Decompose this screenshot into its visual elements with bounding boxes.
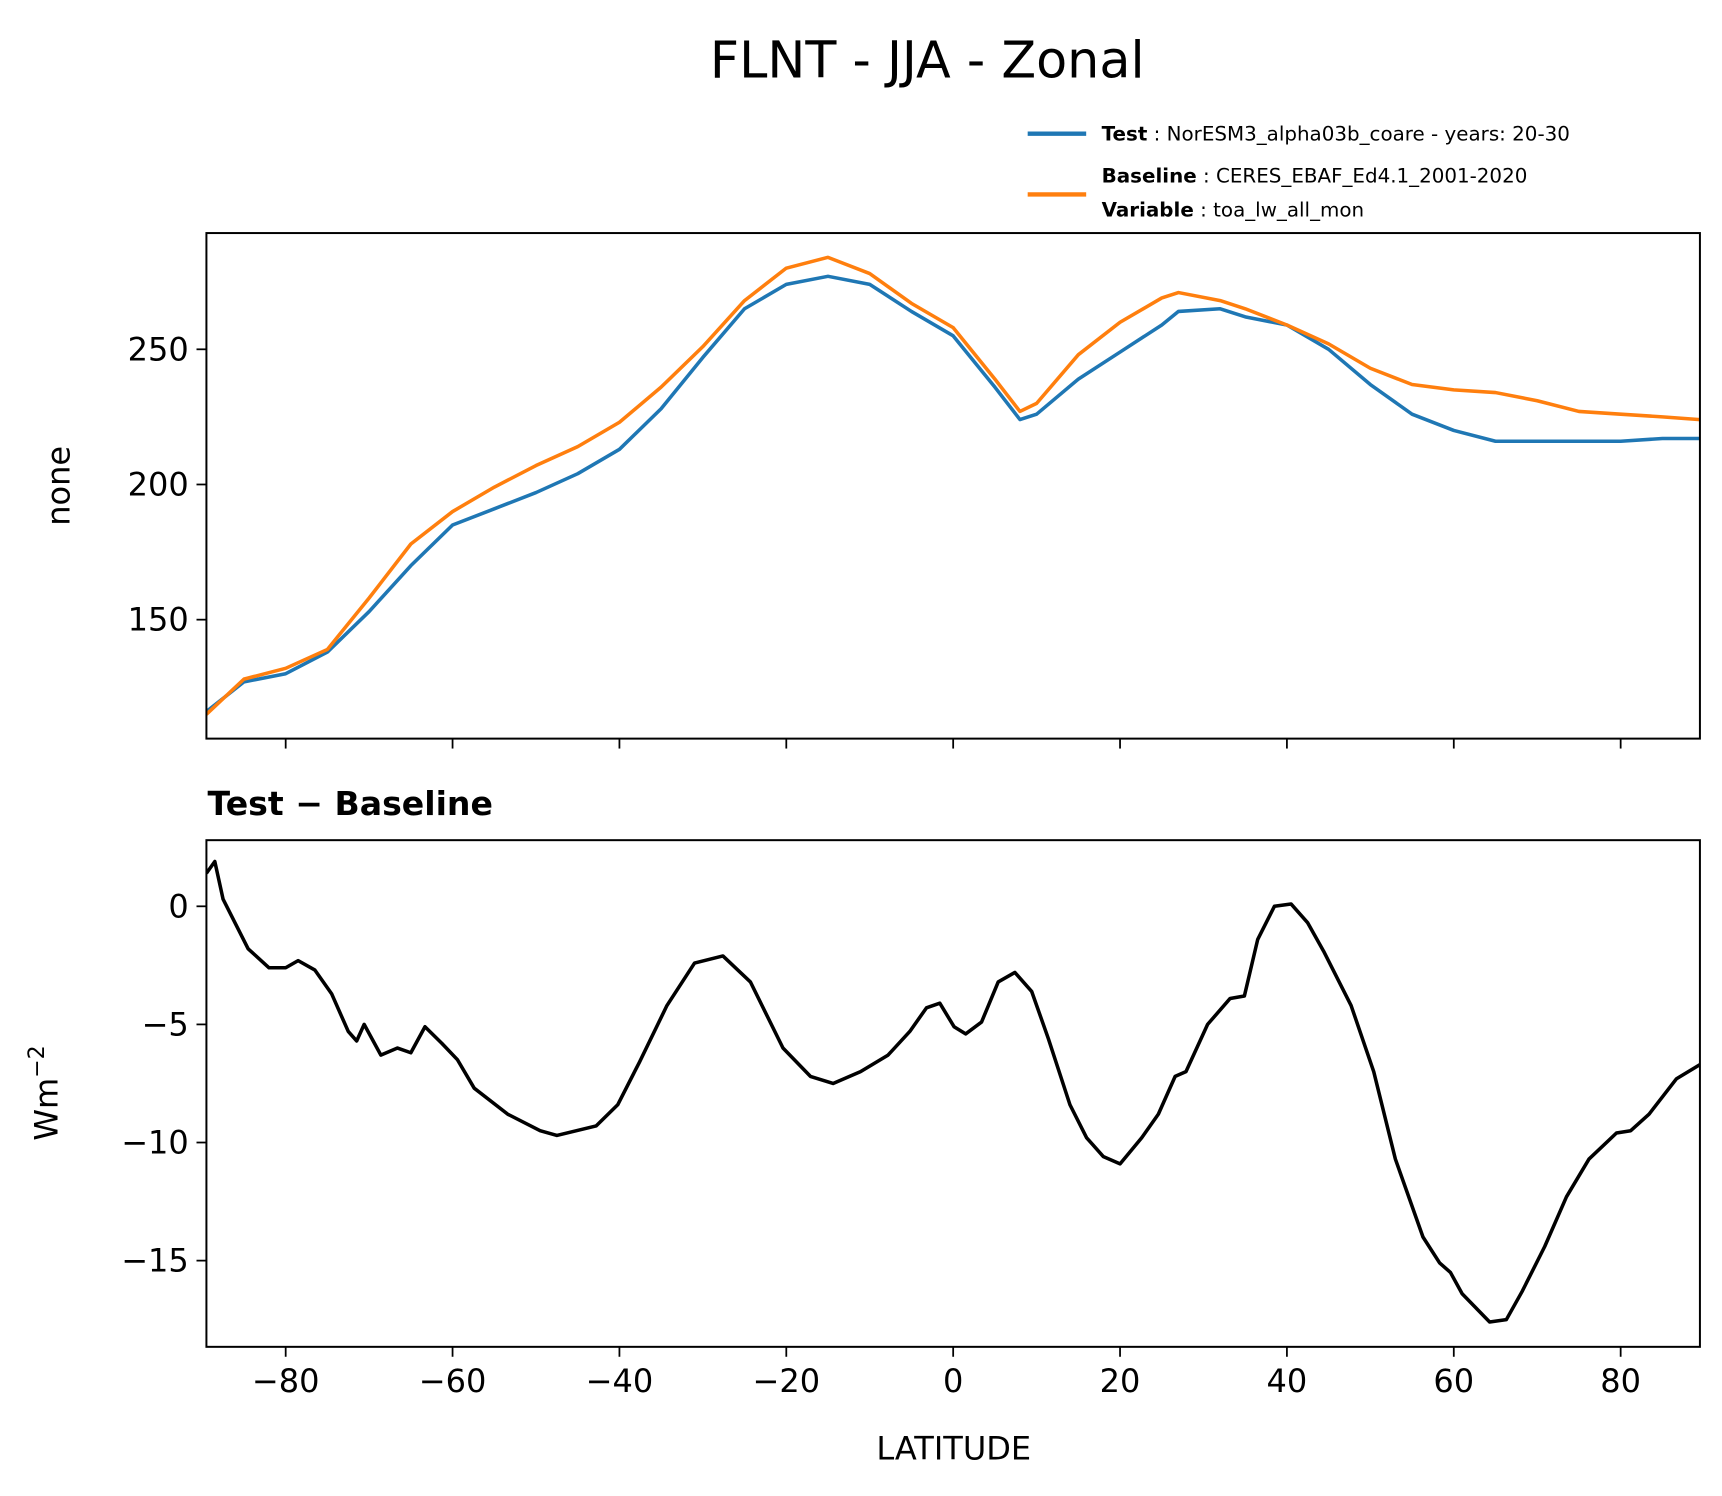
bottom-title: Test − Baseline [208,784,493,823]
x-tick-label: −40 [586,1362,654,1400]
x-tick-label: 20 [1100,1362,1141,1400]
bottom-xlabel: LATITUDE [876,1429,1031,1467]
x-tick-label: −20 [753,1362,821,1400]
top-axes: 150 200 250 [128,232,1701,749]
y-tick-label: 150 [128,601,189,639]
x-tick-label: 80 [1600,1362,1641,1400]
legend-entry-test: Test : NorESM3_alpha03b_coare - years: 2… [1102,122,1570,145]
bottom-axes: −80 −60 −40 −20 0 20 40 60 80 −15 −10 −5 0 [121,839,1701,1400]
y-tick-label: 250 [128,330,189,368]
y-tick-label: −15 [121,1242,189,1280]
x-tick-label: 60 [1433,1362,1474,1400]
legend: Test : NorESM3_alpha03b_coare - years: 2… [1027,122,1570,221]
series-line-test [206,274,1700,713]
legend-entry-variable: Variable : toa_lw_all_mon [1102,198,1364,221]
y-tick-label: −10 [121,1124,189,1162]
series-line-test-baseline [206,859,1700,1324]
axes-frame [205,232,1701,740]
y-tick-label: 0 [168,887,188,925]
x-tick-label: 0 [943,1362,963,1400]
top-ylabel: none [40,446,78,526]
x-tick-label: −80 [252,1362,320,1400]
x-tick-label: 40 [1267,1362,1308,1400]
series-line-baseline [206,255,1700,716]
bottom-ylabel: Wm−2 [25,1045,65,1140]
y-tick-label: 200 [128,466,189,504]
axes-frame [205,839,1701,1348]
x-tick-label: −60 [419,1362,487,1400]
y-tick-label: −5 [142,1005,189,1043]
legend-entry-baseline: Baseline : CERES_EBAF_Ed4.1_2001-2020 [1102,164,1528,187]
figure-title: FLNT - JJA - Zonal [710,30,1145,89]
